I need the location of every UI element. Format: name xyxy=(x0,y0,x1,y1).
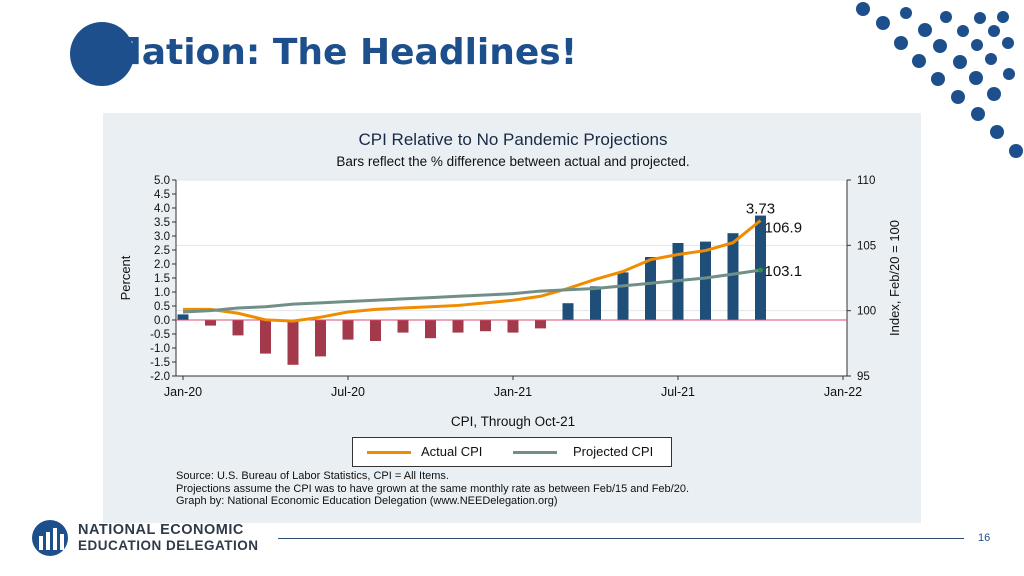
bar xyxy=(287,320,299,365)
left-tick-label: -1.0 xyxy=(150,343,170,355)
x-tick-label: Jul-21 xyxy=(661,385,695,399)
bar xyxy=(452,320,464,333)
bar xyxy=(342,320,354,340)
bar xyxy=(480,320,491,332)
y-axis-label-left: Percent xyxy=(118,255,133,300)
bar xyxy=(645,257,656,320)
logo-line-2: EDUCATION DELEGATION xyxy=(78,538,259,553)
x-tick-label: Jan-22 xyxy=(824,385,862,399)
bar xyxy=(535,320,546,329)
logo-line-1: NATIONAL ECONOMIC xyxy=(78,522,244,538)
right-tick-label: 100 xyxy=(857,306,876,318)
right-tick-label: 95 xyxy=(857,371,870,383)
y-axis-label-right: Index, Feb/20 = 100 xyxy=(887,220,902,336)
left-tick-label: 1.0 xyxy=(154,287,170,299)
bar xyxy=(727,233,739,320)
bar xyxy=(232,320,244,336)
bar xyxy=(562,303,574,320)
bar xyxy=(700,241,711,320)
left-tick-label: 5.0 xyxy=(154,175,170,187)
legend-swatch-projected xyxy=(513,451,557,454)
left-tick-label: 2.0 xyxy=(154,259,170,271)
note-source: Source: U.S. Bureau of Labor Statistics,… xyxy=(176,470,449,482)
projected-end-marker xyxy=(758,267,763,273)
chart-legend: Actual CPI Projected CPI xyxy=(352,437,672,467)
legend-label-actual: Actual CPI xyxy=(421,444,483,459)
need-logo-icon xyxy=(32,520,68,556)
legend-label-projected: Projected CPI xyxy=(573,444,654,459)
note-credit: Graph by: National Economic Education De… xyxy=(176,495,558,507)
bar xyxy=(205,320,216,326)
title-circle-decoration xyxy=(70,22,134,86)
chart-subtitle: Bars reflect the % difference between ac… xyxy=(336,154,689,169)
organization-logo-text: NATIONAL ECONOMIC EDUCATION DELEGATION xyxy=(78,522,259,554)
bar xyxy=(397,320,409,333)
projected-cpi-line xyxy=(182,268,761,314)
annotation-actual-value: 106.9 xyxy=(765,220,803,237)
x-tick-label: Jul-20 xyxy=(331,385,365,399)
note-projection: Projections assume the CPI was to have g… xyxy=(176,482,690,495)
left-tick-label: 0.0 xyxy=(154,315,170,327)
legend-swatch-actual xyxy=(367,451,411,454)
bar xyxy=(590,286,601,320)
left-tick-label: 4.5 xyxy=(154,189,170,201)
left-tick-label: 3.5 xyxy=(154,217,170,229)
left-tick-label: -1.5 xyxy=(150,357,170,369)
left-tick-label: 0.5 xyxy=(154,301,170,313)
bar xyxy=(617,272,629,320)
left-tick-label: 3.0 xyxy=(154,231,170,243)
footer-divider xyxy=(278,538,964,539)
bar xyxy=(425,320,436,339)
actual-cpi-line xyxy=(183,219,762,323)
right-tick-label: 110 xyxy=(857,175,875,187)
left-tick-label: -2.0 xyxy=(150,371,170,383)
annotation-bar-value: 3.73 xyxy=(746,201,775,218)
left-tick-label: 1.5 xyxy=(154,273,170,285)
bar xyxy=(177,314,189,320)
bar xyxy=(370,320,381,341)
x-axis-label: CPI, Through Oct-21 xyxy=(451,414,575,429)
right-tick-label: 105 xyxy=(857,240,876,252)
bar xyxy=(260,320,271,354)
left-tick-label: -0.5 xyxy=(150,329,170,341)
chart-notes: Source: U.S. Bureau of Labor Statistics,… xyxy=(176,470,689,508)
chart-title: CPI Relative to No Pandemic Projections xyxy=(359,130,668,149)
bar xyxy=(507,320,519,333)
x-tick-label: Jan-21 xyxy=(494,385,532,399)
left-tick-label: 4.0 xyxy=(154,203,170,215)
x-tick-label: Jan-20 xyxy=(164,385,202,399)
page-number: 16 xyxy=(978,532,991,544)
left-tick-label: 2.5 xyxy=(154,245,170,257)
bar xyxy=(315,320,326,357)
annotation-projected-value: 103.1 xyxy=(765,263,803,280)
cpi-chart: CPI Relative to No Pandemic Projections B… xyxy=(118,130,902,429)
slide-title: Inflation: The Headlines! xyxy=(76,32,578,73)
